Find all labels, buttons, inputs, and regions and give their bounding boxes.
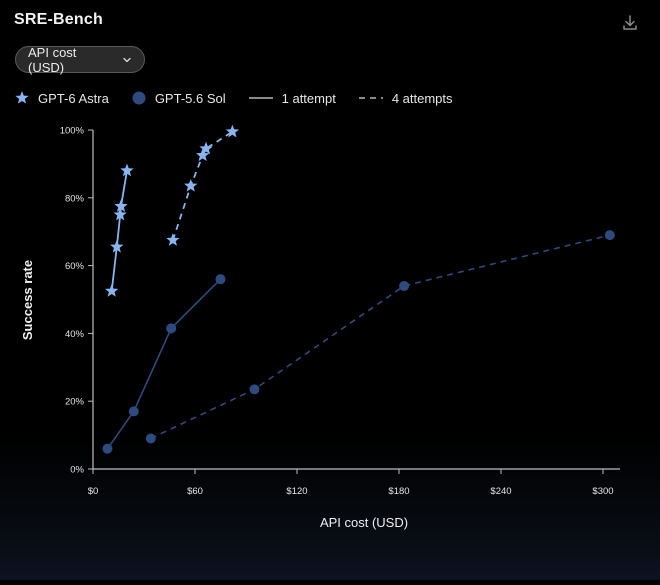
data-point-circle	[102, 443, 113, 454]
legend-label-four-attempts: 4 attempts	[391, 90, 453, 106]
solid-line-icon	[248, 97, 273, 99]
x-tick-label: $60	[187, 486, 203, 497]
circle-icon	[132, 91, 146, 105]
y-axis-label: Success rate	[20, 260, 35, 340]
metric-dropdown[interactable]: API cost (USD)	[15, 44, 145, 75]
y-tick-label: 80%	[65, 193, 85, 204]
data-point-star	[110, 239, 124, 253]
legend-label-astra: GPT-6 Astra	[38, 90, 109, 106]
x-tick-label: $180	[388, 486, 409, 497]
data-point-star	[105, 284, 119, 297]
data-point-star	[120, 163, 134, 177]
dashed-line-icon	[358, 97, 383, 99]
y-tick-label: 0%	[70, 465, 84, 476]
legend-star-shape	[15, 91, 29, 104]
data-point-star	[184, 178, 198, 192]
data-point-star	[113, 207, 127, 221]
data-point-circle	[145, 433, 156, 444]
legend-item-astra[interactable]: GPT-6 Astra	[14, 90, 109, 106]
data-point-circle	[249, 384, 260, 395]
y-tick-label: 20%	[65, 397, 85, 408]
data-point-circle	[166, 323, 177, 334]
legend-item-sol[interactable]: GPT-5.6 Sol	[131, 90, 226, 106]
x-tick-label: $120	[286, 486, 307, 497]
series-line	[110, 170, 128, 292]
data-point-circle	[399, 280, 410, 291]
series-line	[106, 278, 222, 450]
data-point-star	[225, 124, 240, 138]
legend-label-sol: GPT-5.6 Sol	[154, 90, 226, 106]
download-icon	[623, 15, 637, 30]
chart-title: SRE-Bench	[14, 11, 103, 28]
y-tick-label: 100%	[60, 126, 85, 137]
chart-legend: GPT-6 Astra GPT-5.6 Sol 1 attempt 4 atte…	[14, 88, 475, 108]
legend-label-one-attempt: 1 attempt	[281, 90, 336, 106]
legend-item-four-attempts[interactable]: 4 attempts	[358, 91, 453, 106]
legend-item-one-attempt[interactable]: 1 attempt	[248, 91, 336, 106]
x-tick-label: $0	[88, 486, 99, 497]
download-button[interactable]	[619, 12, 641, 34]
data-point-circle	[215, 274, 226, 285]
y-tick-label: 40%	[65, 329, 85, 340]
data-point-circle	[604, 230, 615, 241]
data-point-star	[166, 233, 180, 246]
chevron-down-icon	[123, 57, 131, 62]
data-point-circle	[128, 406, 139, 417]
data-point-star	[114, 199, 128, 212]
metric-dropdown-value: API cost (USD)	[28, 44, 77, 75]
data-point-star	[199, 141, 213, 155]
series-line	[150, 234, 610, 440]
x-tick-label: $240	[490, 486, 511, 497]
star-icon	[15, 91, 29, 104]
data-point-star	[195, 148, 210, 162]
x-axis-label: API cost (USD)	[320, 515, 408, 530]
x-tick-label: $300	[592, 486, 613, 497]
y-tick-label: 60%	[65, 261, 85, 272]
